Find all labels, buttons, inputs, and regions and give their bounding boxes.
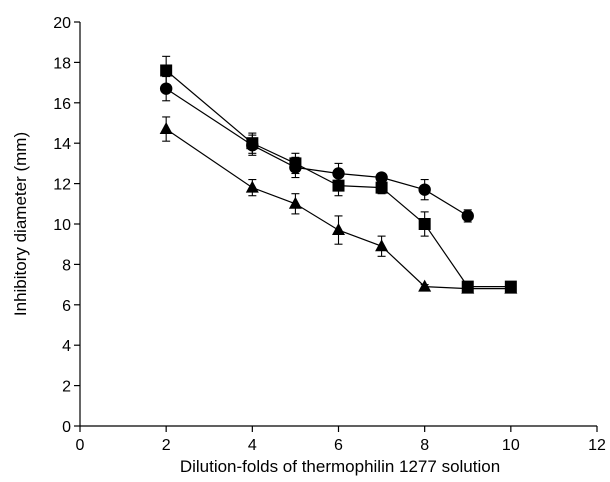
y-tick-label-12: 12 — [53, 177, 71, 194]
data-point-triangle — [375, 239, 389, 252]
x-tick-label-10: 10 — [502, 437, 520, 454]
data-point-square — [160, 64, 173, 77]
data-point-square — [332, 179, 345, 192]
series-circle — [159, 75, 474, 223]
y-tick-label-2: 2 — [62, 379, 71, 396]
series-square-line — [165, 70, 511, 288]
y-tick-label-0: 0 — [62, 419, 71, 436]
data-point-circle — [332, 167, 345, 180]
x-tick-label-8: 8 — [420, 437, 429, 454]
data-point-triangle — [418, 279, 432, 292]
x-tick-label-12: 12 — [588, 437, 606, 454]
data-point-circle — [418, 183, 431, 196]
x-tick-label-0: 0 — [76, 437, 85, 454]
series-triangle-line — [165, 128, 511, 290]
data-point-triangle — [332, 223, 345, 236]
data-point-circle — [159, 82, 173, 95]
y-tick-label-16: 16 — [53, 96, 71, 113]
data-point-circle — [246, 139, 259, 152]
y-tick-label-4: 4 — [62, 338, 71, 355]
y-tick-label-14: 14 — [53, 136, 71, 153]
plot-area — [159, 55, 518, 294]
series-circle-line — [165, 88, 469, 217]
data-point-triangle — [159, 122, 173, 135]
data-point-square — [418, 218, 431, 230]
x-tick-label-2: 2 — [162, 437, 171, 454]
data-point-triangle — [461, 281, 475, 294]
y-tick-label-10: 10 — [53, 217, 71, 234]
y-tick-label-20: 20 — [53, 15, 71, 32]
chart-ticks: 0 2 4 6 8 10 12 0 2 4 6 8 10 12 14 16 18 20 — [53, 15, 606, 454]
data-point-triangle — [504, 281, 518, 294]
y-tick-label-6: 6 — [62, 298, 71, 315]
y-tick-label-18: 18 — [53, 55, 71, 72]
data-point-circle — [289, 161, 302, 174]
x-tick-label-6: 6 — [334, 437, 343, 454]
data-point-square — [375, 181, 388, 194]
data-point-triangle — [288, 196, 302, 209]
data-point-triangle — [245, 180, 259, 193]
x-tick-label-4: 4 — [248, 437, 257, 454]
data-point-circle — [375, 171, 388, 184]
series-triangle — [159, 116, 518, 294]
y-tick-label-8: 8 — [62, 257, 71, 274]
x-axis-label: Dilution-folds of thermophilin 1277 solu… — [180, 457, 500, 476]
y-axis-label: Inhibitory diameter (mm) — [11, 132, 30, 316]
data-point-circle — [461, 209, 474, 223]
